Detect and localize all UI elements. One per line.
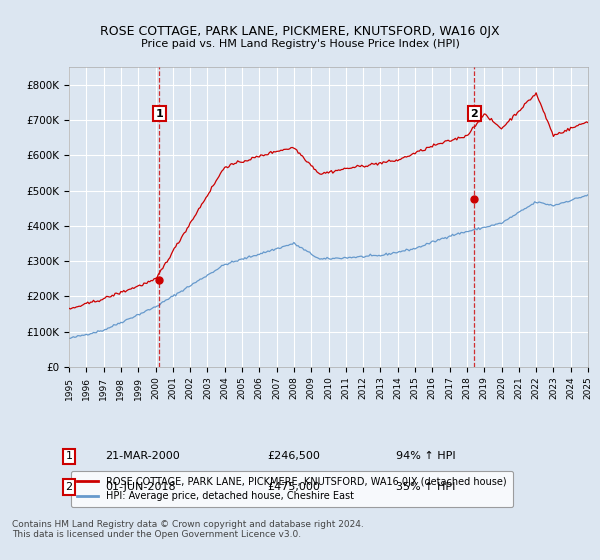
Text: Contains HM Land Registry data © Crown copyright and database right 2024.
This d: Contains HM Land Registry data © Crown c… — [12, 520, 364, 539]
Text: 1: 1 — [65, 451, 73, 461]
Text: 1: 1 — [155, 109, 163, 119]
Text: £475,000: £475,000 — [267, 482, 320, 492]
Text: Price paid vs. HM Land Registry's House Price Index (HPI): Price paid vs. HM Land Registry's House … — [140, 39, 460, 49]
Text: 21-MAR-2000: 21-MAR-2000 — [105, 451, 180, 461]
Legend: ROSE COTTAGE, PARK LANE, PICKMERE, KNUTSFORD, WA16 0JX (detached house), HPI: Av: ROSE COTTAGE, PARK LANE, PICKMERE, KNUTS… — [71, 471, 513, 507]
Text: 94% ↑ HPI: 94% ↑ HPI — [396, 451, 455, 461]
Text: 2: 2 — [65, 482, 73, 492]
Text: 35% ↑ HPI: 35% ↑ HPI — [396, 482, 455, 492]
Text: 01-JUN-2018: 01-JUN-2018 — [105, 482, 176, 492]
Text: ROSE COTTAGE, PARK LANE, PICKMERE, KNUTSFORD, WA16 0JX: ROSE COTTAGE, PARK LANE, PICKMERE, KNUTS… — [100, 25, 500, 38]
Text: £246,500: £246,500 — [267, 451, 320, 461]
Text: 2: 2 — [470, 109, 478, 119]
